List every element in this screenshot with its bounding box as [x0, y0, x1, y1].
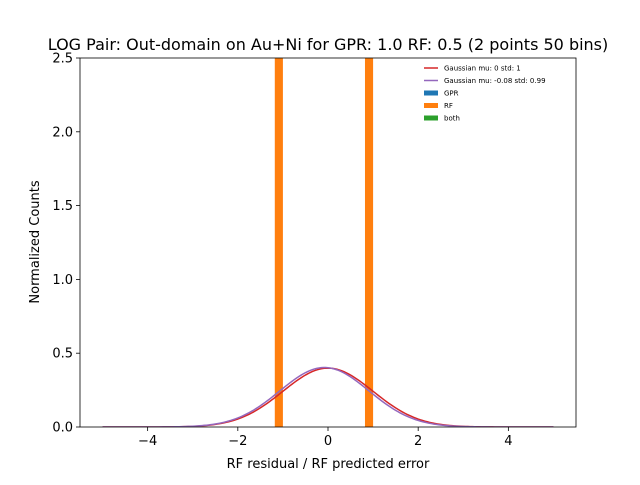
- histogram-bar-rf-1: [274, 58, 283, 427]
- x-tick-label: 0: [324, 434, 332, 449]
- legend-label: both: [444, 115, 460, 123]
- y-tick-label: 2.5: [52, 52, 73, 67]
- chart-title: LOG Pair: Out-domain on Au+Ni for GPR: 1…: [48, 35, 609, 54]
- legend-patch-swatch: [424, 103, 438, 108]
- y-tick-label: 2.0: [52, 125, 73, 140]
- legend-label: GPR: [444, 90, 459, 98]
- x-tick-label: 4: [504, 434, 512, 449]
- y-tick-label: 1.0: [52, 273, 73, 288]
- legend-label: RF: [444, 102, 453, 110]
- x-tick-label: −4: [138, 434, 157, 449]
- x-tick-label: 2: [414, 434, 422, 449]
- y-tick-label: 1.5: [52, 199, 73, 214]
- legend-patch-swatch: [424, 115, 438, 121]
- x-axis-label: RF residual / RF predicted error: [227, 457, 430, 472]
- legend-label: Gaussian mu: -0.08 std: 0.99: [444, 77, 546, 85]
- legend-patch-swatch: [424, 90, 438, 96]
- y-axis-label: Normalized Counts: [28, 180, 43, 303]
- y-tick-label: 0.0: [52, 421, 73, 436]
- legend: Gaussian mu: 0 std: 1 Gaussian mu: -0.08 …: [424, 65, 546, 123]
- y-tick-label: 0.5: [52, 347, 73, 362]
- x-tick-label: −2: [228, 434, 247, 449]
- histogram-bar-rf-2: [364, 58, 374, 427]
- axes: −4 −2 0 2 4 0.0 0.5 1.0 1.5 2.0 2.5: [52, 52, 577, 449]
- legend-label: Gaussian mu: 0 std: 1: [444, 65, 521, 73]
